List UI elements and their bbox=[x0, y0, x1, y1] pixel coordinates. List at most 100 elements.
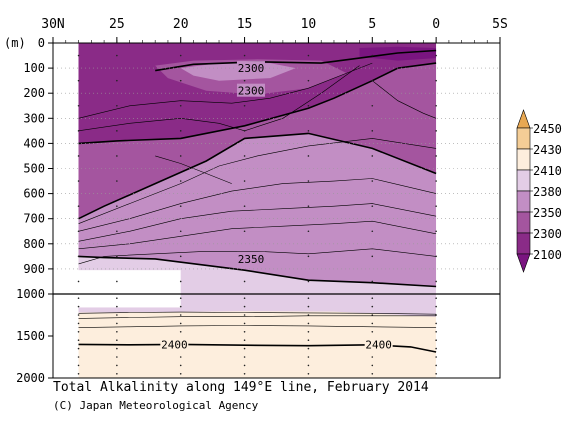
station-sample-dot bbox=[371, 180, 374, 182]
station-sample-dot bbox=[116, 54, 118, 57]
station-sample-dot bbox=[179, 79, 182, 82]
station-sample-dot bbox=[307, 79, 310, 82]
station-sample-dot bbox=[435, 305, 437, 308]
station-sample-dot bbox=[371, 314, 374, 316]
station-sample-dot bbox=[243, 305, 246, 308]
station-sample-dot bbox=[116, 297, 118, 300]
station-sample-dot bbox=[116, 339, 118, 342]
station-sample-dot bbox=[77, 79, 80, 82]
station-sample-dot bbox=[179, 322, 182, 325]
station-sample-dot bbox=[435, 54, 437, 57]
station-sample-dot bbox=[77, 314, 80, 316]
x-tick-label: 5 bbox=[368, 17, 376, 32]
contour-label-bg bbox=[236, 251, 265, 265]
y-tick-label: 800 bbox=[23, 237, 45, 251]
station-sample-dot bbox=[243, 373, 246, 375]
color-legend: 2450 2430 2410 2380 2350 2300 2100 bbox=[516, 109, 562, 273]
station-sample-dot bbox=[307, 347, 310, 350]
station-sample-dot bbox=[435, 297, 437, 300]
y-tick-label: 0 bbox=[38, 36, 45, 50]
station-sample-dot bbox=[243, 54, 246, 57]
station-sample-dot bbox=[77, 155, 80, 157]
station-sample-dot bbox=[179, 180, 182, 182]
station-sample-dot bbox=[116, 230, 118, 233]
x-tick-label: 10 bbox=[301, 17, 317, 32]
station-sample-dot bbox=[371, 130, 374, 132]
station-sample-dot bbox=[116, 180, 118, 182]
station-sample-dot bbox=[77, 364, 80, 367]
legend-arrow-bottom bbox=[516, 253, 531, 273]
chart-credit: (C) Japan Meteorological Agency bbox=[53, 399, 259, 412]
station-sample-dot bbox=[116, 305, 118, 308]
contour-label-bg bbox=[236, 83, 265, 97]
station-sample-dot bbox=[307, 180, 310, 182]
legend-swatch bbox=[516, 127, 531, 150]
station-sample-dot bbox=[179, 373, 182, 375]
contour-label-bg bbox=[364, 337, 393, 351]
station-sample-dot bbox=[307, 54, 310, 57]
station-sample-dot bbox=[435, 339, 437, 342]
station-sample-dot bbox=[77, 130, 80, 132]
station-sample-dot bbox=[116, 314, 118, 316]
station-sample-dot bbox=[243, 356, 246, 358]
station-sample-dot bbox=[243, 79, 246, 82]
station-sample-dot bbox=[435, 364, 437, 367]
contour-line bbox=[78, 311, 437, 315]
contour-line-bold bbox=[78, 255, 437, 288]
legend-label: 2100 bbox=[533, 248, 562, 262]
station-sample-dot bbox=[243, 230, 246, 233]
station-sample-dot bbox=[435, 331, 437, 333]
station-sample-dot bbox=[435, 314, 437, 316]
axes: 30N 25 20 15 10 5 0 5S 100 200 300 400 500 600 700 800 9… bbox=[4, 17, 508, 385]
station-sample-dot bbox=[77, 373, 80, 375]
station-sample-dot bbox=[371, 79, 374, 82]
station-sample-dot bbox=[371, 356, 374, 358]
station-sample-dot bbox=[435, 155, 437, 157]
y-tick-label: 600 bbox=[23, 187, 45, 201]
station-sample-dot bbox=[77, 104, 80, 107]
data-gap bbox=[77, 270, 181, 308]
station-sample-dot bbox=[116, 322, 118, 325]
station-sample-dot bbox=[371, 205, 374, 207]
legend-swatch bbox=[516, 232, 531, 255]
station-sample-dot bbox=[179, 54, 182, 57]
y-tick-label: 700 bbox=[23, 212, 45, 226]
legend-label: 2350 bbox=[533, 206, 562, 220]
station-sample-dot bbox=[371, 280, 374, 283]
station-sample-dot bbox=[243, 297, 246, 300]
station-sample-dot bbox=[243, 322, 246, 325]
y-tick-label: 300 bbox=[23, 111, 45, 125]
contour-label: 2300 bbox=[238, 62, 265, 75]
no-data-south bbox=[436, 43, 500, 378]
station-sample-dot bbox=[371, 364, 374, 367]
station-sample-dot bbox=[116, 331, 118, 333]
y-tick-label: 100 bbox=[23, 61, 45, 75]
station-sample-dot bbox=[77, 322, 80, 325]
y-tick-label: 400 bbox=[23, 136, 45, 150]
contour-line bbox=[78, 138, 437, 224]
contour-label: 2400 bbox=[161, 338, 188, 351]
contour-line bbox=[78, 315, 437, 319]
station-sample-dot bbox=[243, 130, 246, 132]
station-sample-dot bbox=[179, 314, 182, 316]
plot-frame bbox=[52, 42, 501, 379]
station-sample-dot bbox=[179, 331, 182, 333]
station-sample-dot bbox=[435, 280, 437, 283]
station-sample-dot bbox=[307, 280, 310, 283]
contour-label: 2400 bbox=[365, 338, 392, 351]
station-sample-dot bbox=[77, 347, 80, 350]
station-sample-dot bbox=[307, 255, 310, 258]
station-sample-dot bbox=[307, 104, 310, 107]
contour-line-bold bbox=[78, 132, 437, 220]
contour-label-bg bbox=[160, 337, 189, 351]
station-sample-dot bbox=[77, 230, 80, 233]
station-sample-dot bbox=[243, 314, 246, 316]
y-unit-label: (m) bbox=[4, 36, 26, 50]
station-sample-dot bbox=[371, 373, 374, 375]
legend-label: 2410 bbox=[533, 164, 562, 178]
legend-swatch bbox=[516, 190, 531, 213]
station-sample-dot bbox=[307, 331, 310, 333]
station-sample-dot bbox=[307, 339, 310, 342]
y-tick-label: 1000 bbox=[16, 287, 45, 301]
station-sample-dot bbox=[435, 104, 437, 107]
